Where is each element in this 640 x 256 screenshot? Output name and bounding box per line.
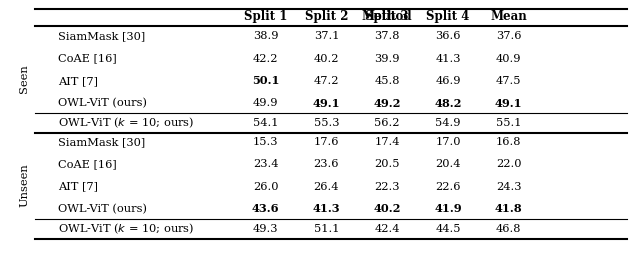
Text: 22.3: 22.3 — [374, 182, 400, 192]
Text: Split 2: Split 2 — [305, 10, 348, 23]
Text: AIT [7]: AIT [7] — [58, 76, 97, 86]
Text: 49.9: 49.9 — [253, 98, 278, 108]
Text: SiamMask [30]: SiamMask [30] — [58, 137, 145, 147]
Text: 38.9: 38.9 — [253, 31, 278, 41]
Text: 46.8: 46.8 — [496, 223, 522, 234]
Text: 46.9: 46.9 — [435, 76, 461, 86]
Text: 24.3: 24.3 — [496, 182, 522, 192]
Text: 41.9: 41.9 — [434, 204, 462, 214]
Text: 49.3: 49.3 — [253, 223, 278, 234]
Text: SiamMask [30]: SiamMask [30] — [58, 31, 145, 41]
Text: 49.2: 49.2 — [374, 98, 401, 109]
Text: 23.6: 23.6 — [314, 159, 339, 169]
Text: 49.1: 49.1 — [312, 98, 340, 109]
Text: 37.1: 37.1 — [314, 31, 339, 41]
Text: 54.9: 54.9 — [435, 118, 461, 128]
Text: Unseen: Unseen — [19, 164, 29, 207]
Text: 55.3: 55.3 — [314, 118, 339, 128]
Text: AIT [7]: AIT [7] — [58, 182, 97, 192]
Text: 54.1: 54.1 — [253, 118, 278, 128]
Text: 37.6: 37.6 — [496, 31, 522, 41]
Text: 20.5: 20.5 — [374, 159, 400, 169]
Text: 40.2: 40.2 — [374, 204, 401, 214]
Text: 17.6: 17.6 — [314, 137, 339, 147]
Text: 17.4: 17.4 — [374, 137, 400, 147]
Text: 42.4: 42.4 — [374, 223, 400, 234]
Text: 37.8: 37.8 — [374, 31, 400, 41]
Text: Split 1: Split 1 — [244, 10, 287, 23]
Text: 41.3: 41.3 — [312, 204, 340, 214]
Text: Mean: Mean — [490, 10, 527, 23]
Text: 22.0: 22.0 — [496, 159, 522, 169]
Text: 26.0: 26.0 — [253, 182, 278, 192]
Text: 50.1: 50.1 — [252, 76, 279, 86]
Text: Split 3: Split 3 — [365, 10, 409, 23]
Text: 41.3: 41.3 — [435, 54, 461, 64]
Text: CoAE [16]: CoAE [16] — [58, 159, 116, 169]
Text: 43.6: 43.6 — [252, 204, 279, 214]
Text: 36.6: 36.6 — [435, 31, 461, 41]
Text: OWL-ViT ($k$ = 10; ours): OWL-ViT ($k$ = 10; ours) — [58, 221, 194, 236]
Text: Seen: Seen — [19, 65, 29, 93]
Text: 26.4: 26.4 — [314, 182, 339, 192]
Text: 20.4: 20.4 — [435, 159, 461, 169]
Text: 45.8: 45.8 — [374, 76, 400, 86]
Text: 49.1: 49.1 — [495, 98, 523, 109]
Text: 22.6: 22.6 — [435, 182, 461, 192]
Text: OWL-ViT (ours): OWL-ViT (ours) — [58, 204, 147, 214]
Text: 51.1: 51.1 — [314, 223, 339, 234]
Text: 48.2: 48.2 — [435, 98, 461, 109]
Text: 42.2: 42.2 — [253, 54, 278, 64]
Text: 44.5: 44.5 — [435, 223, 461, 234]
Text: 17.0: 17.0 — [435, 137, 461, 147]
Text: 41.8: 41.8 — [495, 204, 523, 214]
Text: CoAE [16]: CoAE [16] — [58, 54, 116, 64]
Text: 16.8: 16.8 — [496, 137, 522, 147]
Text: 40.9: 40.9 — [496, 54, 522, 64]
Text: OWL-ViT ($k$ = 10; ours): OWL-ViT ($k$ = 10; ours) — [58, 116, 194, 130]
Text: 56.2: 56.2 — [374, 118, 400, 128]
Text: 39.9: 39.9 — [374, 54, 400, 64]
Text: OWL-ViT (ours): OWL-ViT (ours) — [58, 98, 147, 108]
Text: 47.5: 47.5 — [496, 76, 522, 86]
Text: Split 4: Split 4 — [426, 10, 470, 23]
Text: 47.2: 47.2 — [314, 76, 339, 86]
Text: 15.3: 15.3 — [253, 137, 278, 147]
Text: 55.1: 55.1 — [496, 118, 522, 128]
Text: 40.2: 40.2 — [314, 54, 339, 64]
Text: Method: Method — [362, 10, 413, 23]
Text: 23.4: 23.4 — [253, 159, 278, 169]
